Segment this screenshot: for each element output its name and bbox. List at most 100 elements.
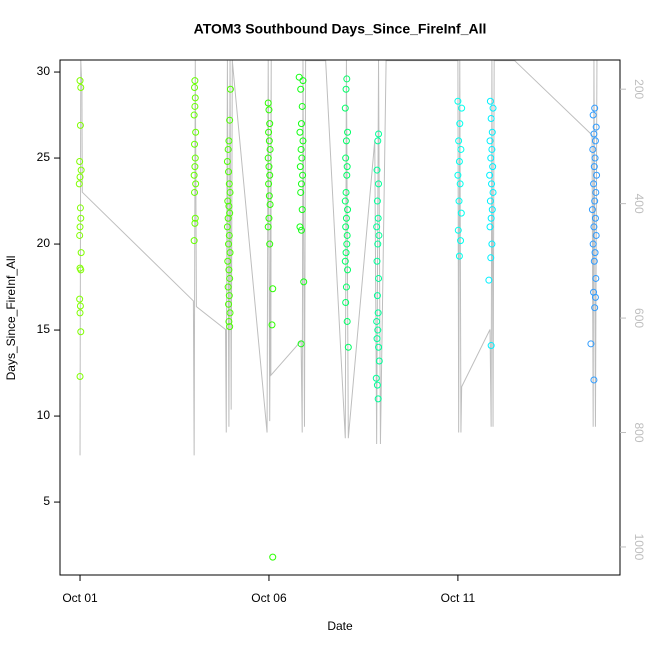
point	[225, 240, 233, 248]
point	[296, 128, 304, 136]
chart-title: ATOM3 Southbound Days_Since_FireInf_All	[194, 21, 487, 37]
point	[486, 223, 494, 231]
point	[266, 145, 274, 153]
point	[297, 85, 305, 93]
point	[592, 123, 600, 131]
point	[297, 145, 305, 153]
point	[191, 219, 199, 227]
point	[457, 145, 465, 153]
point	[223, 157, 231, 165]
point	[374, 395, 382, 403]
point	[590, 180, 598, 188]
point	[76, 173, 84, 181]
y2-tick-label: 600	[632, 308, 646, 328]
point	[342, 299, 350, 307]
point	[225, 292, 233, 300]
point	[77, 214, 85, 222]
point	[225, 300, 233, 308]
point	[489, 188, 497, 196]
point	[264, 154, 272, 162]
point	[373, 335, 381, 343]
point	[265, 214, 273, 222]
point	[76, 204, 84, 212]
point	[342, 137, 350, 145]
point	[76, 157, 84, 165]
point	[226, 85, 234, 93]
point	[76, 121, 84, 129]
point	[224, 283, 232, 291]
point	[485, 276, 493, 284]
point	[77, 249, 85, 257]
point	[192, 128, 200, 136]
point	[592, 188, 600, 196]
point	[341, 197, 349, 205]
point	[192, 180, 200, 188]
point	[191, 102, 199, 110]
point	[454, 226, 462, 234]
point	[266, 171, 274, 179]
x-tick-label: Oct 01	[62, 591, 98, 605]
point	[265, 180, 273, 188]
point	[343, 163, 351, 171]
y-tick-label: 15	[37, 322, 51, 336]
point	[373, 166, 381, 174]
point	[191, 163, 199, 171]
point	[297, 120, 305, 128]
point	[269, 553, 277, 561]
point	[592, 231, 600, 239]
point	[341, 257, 349, 265]
point	[589, 111, 597, 119]
point	[590, 223, 598, 231]
point	[342, 188, 350, 196]
pressure-line	[79, 60, 598, 456]
point	[454, 97, 462, 105]
point	[225, 137, 233, 145]
point	[298, 102, 306, 110]
point	[264, 99, 272, 107]
point	[265, 163, 273, 171]
point	[190, 171, 198, 179]
y-tick-label: 30	[37, 64, 51, 78]
point	[225, 317, 233, 325]
point	[191, 214, 199, 222]
point	[593, 171, 601, 179]
point	[299, 171, 307, 179]
point	[296, 163, 304, 171]
point	[591, 197, 599, 205]
point	[458, 104, 466, 112]
point	[591, 104, 599, 112]
point	[455, 252, 463, 260]
point	[486, 171, 494, 179]
point	[375, 231, 383, 239]
plot-area	[75, 60, 601, 561]
point	[373, 223, 381, 231]
point	[341, 104, 349, 112]
point	[344, 128, 352, 136]
point	[489, 104, 497, 112]
point	[590, 130, 598, 138]
point	[266, 120, 274, 128]
point	[295, 73, 303, 81]
point	[488, 128, 496, 136]
point	[343, 240, 351, 248]
y-tick-label: 20	[37, 236, 51, 250]
point	[342, 249, 350, 257]
point	[342, 283, 350, 291]
point	[457, 237, 465, 245]
point	[592, 274, 600, 282]
point	[587, 340, 595, 348]
point	[375, 274, 383, 282]
point	[374, 214, 382, 222]
point	[589, 145, 597, 153]
point	[190, 237, 198, 245]
point	[487, 214, 495, 222]
point	[76, 372, 84, 380]
point	[487, 114, 495, 122]
point	[265, 192, 273, 200]
point	[489, 163, 497, 171]
x-tick-label: Oct 11	[441, 591, 476, 605]
point	[487, 342, 495, 350]
point	[226, 188, 234, 196]
point	[76, 295, 84, 303]
